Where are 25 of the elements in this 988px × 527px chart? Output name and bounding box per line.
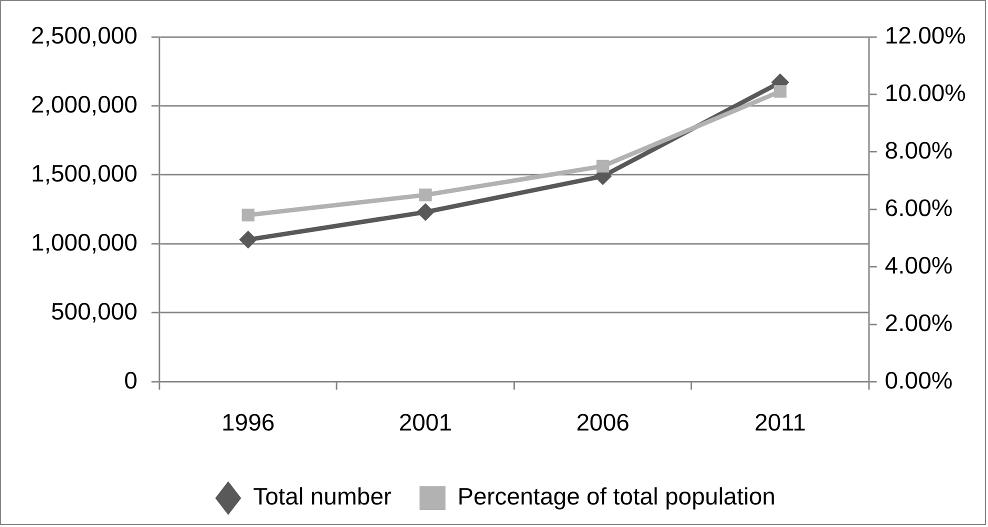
x-tick-label: 2011 bbox=[754, 410, 806, 437]
y-tick-label: 0 bbox=[124, 367, 138, 394]
y-tick-label: 2,500,000 bbox=[31, 22, 138, 50]
y2-tick-label: 12.00% bbox=[884, 22, 966, 50]
y2-tick-label: 6.00% bbox=[884, 194, 953, 222]
y-tick-label: 2,000,000 bbox=[31, 91, 138, 118]
y2-tick-label: 10.00% bbox=[884, 80, 966, 107]
y2-tick-label: 8.00% bbox=[884, 137, 953, 164]
x-tick-label: 2006 bbox=[576, 410, 630, 437]
point bbox=[239, 230, 258, 249]
point bbox=[416, 203, 434, 222]
x-tick-label: 1996 bbox=[222, 410, 275, 437]
legend-label: Percentage of total population bbox=[457, 484, 776, 511]
point bbox=[596, 160, 610, 173]
x-tick-label: 2001 bbox=[398, 410, 452, 437]
y-tick-label: 1,500,000 bbox=[31, 160, 138, 188]
point bbox=[774, 85, 787, 98]
point bbox=[242, 208, 254, 222]
legend-label: Total number bbox=[253, 484, 392, 511]
y-tick-label: 1,000,000 bbox=[31, 229, 138, 256]
y-tick-label: 500,000 bbox=[50, 298, 138, 326]
point bbox=[419, 188, 432, 202]
y2-tick-label: 4.00% bbox=[884, 252, 953, 280]
y2-tick-label: 0.00% bbox=[884, 367, 953, 394]
y2-tick-label: 2.00% bbox=[884, 310, 953, 337]
